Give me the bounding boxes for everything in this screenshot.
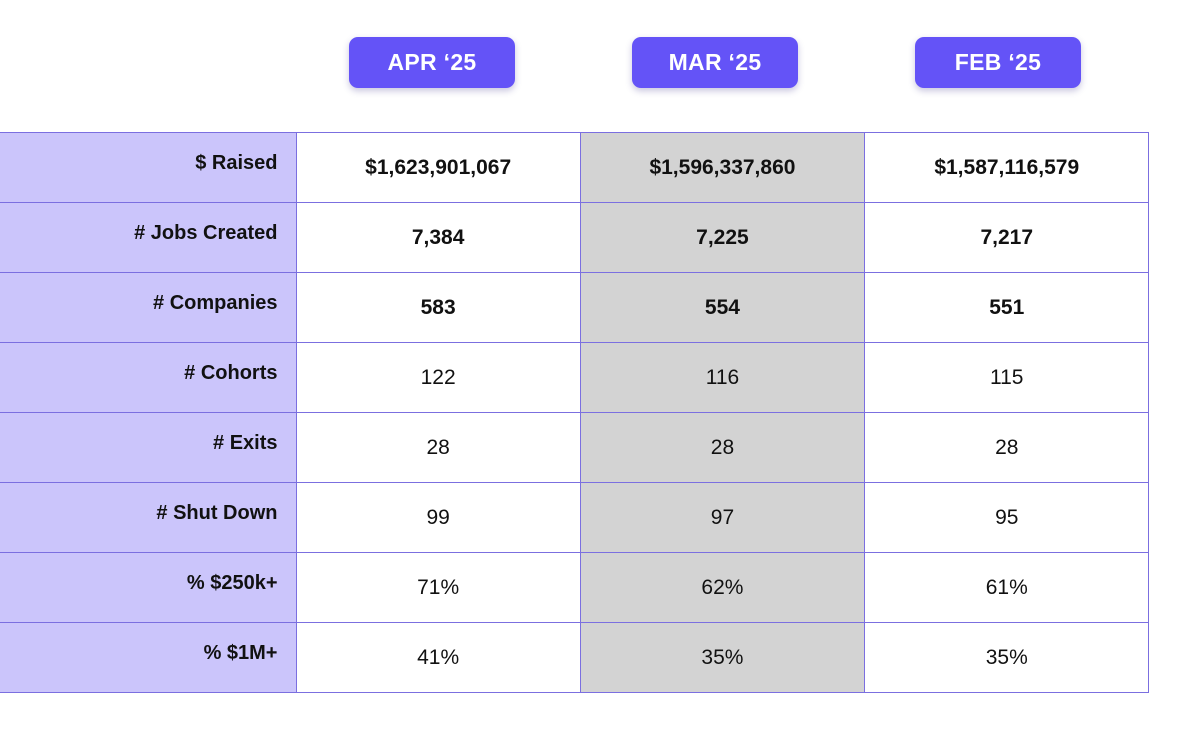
column-header-mar-25[interactable]: MAR ‘25 <box>632 37 798 88</box>
table-cell: $1,587,116,579 <box>864 132 1150 203</box>
metrics-table: $ Raised $1,623,901,067 $1,596,337,860 $… <box>0 132 1150 693</box>
table-cell: 28 <box>579 412 866 483</box>
table-cell: 62% <box>579 552 866 623</box>
table-row-companies: # Companies 583 554 551 <box>0 272 1150 343</box>
table-row-1m-plus: % $1M+ 41% 35% 35% <box>0 622 1150 693</box>
column-header-apr-25[interactable]: APR ‘25 <box>349 37 515 88</box>
row-label: % $1M+ <box>0 622 297 693</box>
table-cell: 7,217 <box>864 202 1150 273</box>
row-label: # Jobs Created <box>0 202 297 273</box>
row-label: % $250k+ <box>0 552 297 623</box>
table-cell: 95 <box>864 482 1150 553</box>
table-cell: $1,623,901,067 <box>295 132 581 203</box>
table-cell: 41% <box>295 622 581 693</box>
row-label: # Companies <box>0 272 297 343</box>
table-cell: 7,384 <box>295 202 581 273</box>
row-label: $ Raised <box>0 132 297 203</box>
table-cell: $1,596,337,860 <box>579 132 866 203</box>
table-cell: 28 <box>295 412 581 483</box>
table-row-cohorts: # Cohorts 122 116 115 <box>0 342 1150 413</box>
table-cell: 115 <box>864 342 1150 413</box>
row-label: # Shut Down <box>0 482 297 553</box>
table-cell: 551 <box>864 272 1150 343</box>
table-row-jobs-created: # Jobs Created 7,384 7,225 7,217 <box>0 202 1150 273</box>
table-cell: 35% <box>864 622 1150 693</box>
table-cell: 61% <box>864 552 1150 623</box>
table-cell: 7,225 <box>579 202 866 273</box>
table-row-250k-plus: % $250k+ 71% 62% 61% <box>0 552 1150 623</box>
table-cell: 554 <box>579 272 866 343</box>
row-label: # Exits <box>0 412 297 483</box>
table-cell: 35% <box>579 622 866 693</box>
table-cell: 99 <box>295 482 581 553</box>
table-cell: 97 <box>579 482 866 553</box>
table-cell: 583 <box>295 272 581 343</box>
table-row-raised: $ Raised $1,623,901,067 $1,596,337,860 $… <box>0 132 1150 203</box>
table-row-exits: # Exits 28 28 28 <box>0 412 1150 483</box>
table-row-shut-down: # Shut Down 99 97 95 <box>0 482 1150 553</box>
table-cell: 71% <box>295 552 581 623</box>
table-cell: 28 <box>864 412 1150 483</box>
row-label: # Cohorts <box>0 342 297 413</box>
column-header-feb-25[interactable]: FEB ‘25 <box>915 37 1081 88</box>
table-cell: 116 <box>579 342 866 413</box>
table-cell: 122 <box>295 342 581 413</box>
